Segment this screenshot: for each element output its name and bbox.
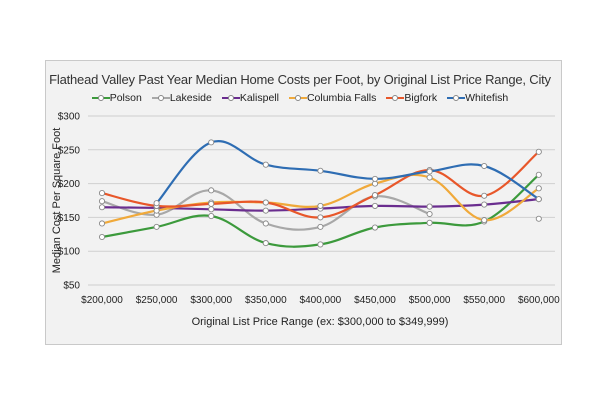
x-tick-label: $500,000 <box>409 295 451 306</box>
data-point-whitefish <box>262 161 269 168</box>
data-point-whitefish <box>208 139 215 146</box>
legend-label: Kalispell <box>239 92 279 105</box>
legend-swatch-bigfork <box>386 94 405 102</box>
x-tick-label: $300,000 <box>190 295 232 306</box>
data-point-bigfork <box>98 190 106 197</box>
data-point-polson <box>208 212 215 220</box>
data-point-bigfork <box>535 148 542 155</box>
legend-swatch-polson <box>91 94 110 102</box>
data-point-lakeside <box>98 198 106 205</box>
data-point-whitefish <box>153 200 160 207</box>
legend-label: Whitefish <box>465 92 509 105</box>
legend-item-whitefish: Whitefish <box>447 92 508 104</box>
y-tick-label: $100 <box>58 247 81 258</box>
data-point-lakeside <box>426 210 433 218</box>
legend-swatch-lakeside <box>151 94 170 102</box>
legend-label: Lakeside <box>169 92 212 105</box>
chart-frame <box>45 60 562 345</box>
data-point-whitefish <box>317 167 324 174</box>
data-point-bigfork <box>481 192 488 199</box>
x-tick-label: $450,000 <box>354 295 396 306</box>
data-point-columbia-falls <box>317 202 324 209</box>
data-point-bigfork <box>317 214 324 221</box>
y-axis-title: Median Cost Per Square Foot <box>51 128 63 274</box>
legend-label: Bigfork <box>404 92 438 105</box>
x-tick-label: $200,000 <box>81 295 123 306</box>
data-point-kalispell <box>262 207 269 214</box>
data-point-columbia-falls <box>426 174 433 181</box>
data-point-kalispell <box>371 202 379 209</box>
x-tick-label: $250,000 <box>136 295 178 306</box>
data-point-polson <box>153 223 160 230</box>
x-tick-label: $400,000 <box>300 295 342 306</box>
data-point-lakeside <box>262 220 269 227</box>
data-point-columbia-falls <box>98 220 106 227</box>
data-point-polson <box>317 241 324 248</box>
y-tick-label: $150 <box>58 213 81 224</box>
legend-item-polson: Polson <box>91 92 142 105</box>
series-whitefish <box>153 139 542 207</box>
x-tick-label: $600,000 <box>518 295 560 306</box>
x-axis-title: Original List Price Range (ex: $300,000 … <box>192 316 449 328</box>
legend-label: Columbia Falls <box>306 92 377 105</box>
data-point-lakeside <box>317 223 324 230</box>
legend-item-columbia-falls: Columbia Falls <box>288 92 377 105</box>
series-bigfork <box>98 148 542 221</box>
data-point-whitefish <box>535 196 542 203</box>
legend-label: Polson <box>109 92 142 105</box>
data-point-kalispell <box>481 201 488 208</box>
chart-title: Flathead Valley Past Year Median Home Co… <box>49 72 551 87</box>
y-tick-label: $200 <box>58 179 81 190</box>
data-point-columbia-falls <box>481 217 488 224</box>
y-axis: $50 $100 $150 $200 $250 $300 <box>58 112 81 292</box>
legend-swatch-kalispell <box>221 94 240 102</box>
data-point-polson <box>426 219 433 226</box>
y-tick-label: $250 <box>58 145 81 156</box>
data-point-whitefish <box>426 168 433 175</box>
data-point-bigfork <box>371 192 379 199</box>
legend-item-bigfork: Bigfork <box>386 92 437 104</box>
data-point-kalispell <box>98 204 106 211</box>
legend-swatch-whitefish <box>447 94 466 102</box>
data-point-lakeside <box>535 215 542 222</box>
data-point-polson <box>98 233 106 241</box>
x-tick-label: $350,000 <box>245 295 287 306</box>
data-point-columbia-falls <box>535 185 542 192</box>
y-tick-label: $50 <box>63 281 80 292</box>
data-point-bigfork <box>208 200 215 207</box>
legend-item-lakeside: Lakeside <box>151 92 212 105</box>
data-point-bigfork <box>262 199 269 206</box>
data-point-polson <box>535 171 542 178</box>
x-axis: $200,000 $250,000 $300,000 $350,000 $400,000… <box>81 295 560 306</box>
y-tick-label: $300 <box>58 112 81 123</box>
legend: Polson Lakeside Kalispell Columbia Falls Big… <box>0 92 600 104</box>
data-point-whitefish <box>371 175 379 182</box>
legend-swatch-columbia-falls <box>288 94 307 102</box>
data-point-kalispell <box>426 203 433 210</box>
series-line-whitefish <box>155 140 540 205</box>
data-point-whitefish <box>481 162 488 170</box>
data-point-lakeside <box>208 187 215 194</box>
data-point-polson <box>262 240 269 247</box>
data-point-kalispell <box>208 206 215 213</box>
data-point-polson <box>371 224 379 231</box>
x-tick-label: $550,000 <box>463 295 505 306</box>
legend-item-kalispell: Kalispell <box>221 92 279 105</box>
